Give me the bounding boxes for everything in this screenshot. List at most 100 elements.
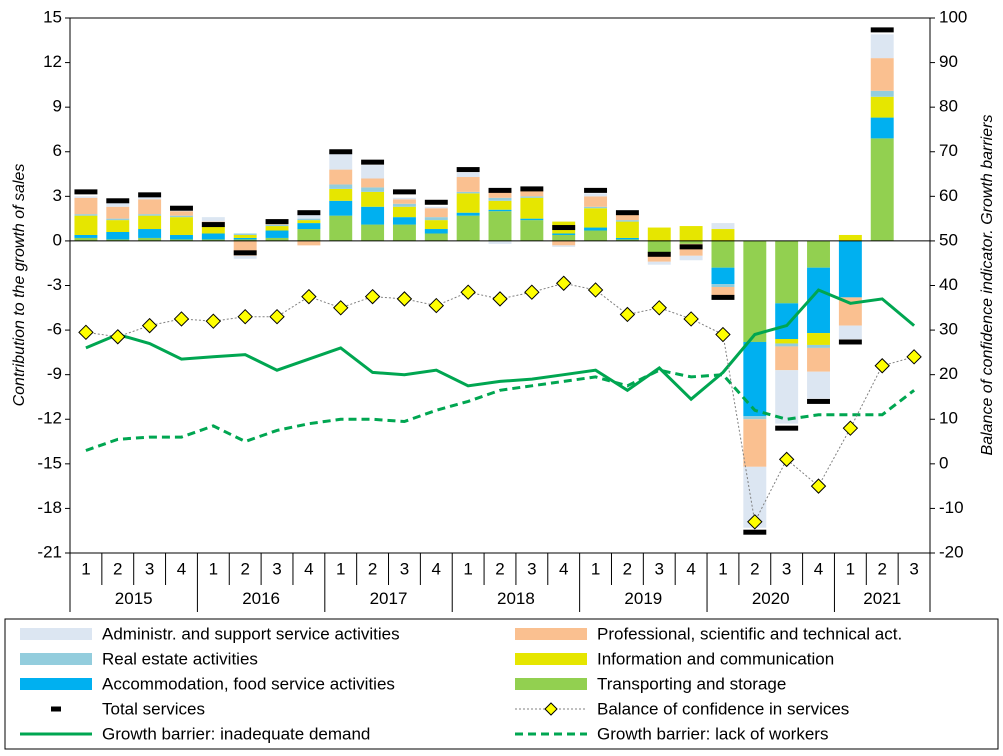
bar-segment [392,199,416,204]
total-marker [233,250,257,256]
x-group-label: 2015 [115,589,153,608]
y2-tick-label: 70 [939,141,958,160]
total-marker [520,186,544,192]
bar-segment [647,240,671,253]
diamond-marker [683,311,699,327]
x-tick-label: 3 [272,559,281,578]
bar-segment [838,234,862,241]
total-marker [138,192,162,198]
y2-tick-label: 10 [939,409,958,428]
bar-segment [138,237,162,241]
legend-label: Administr. and support service activitie… [102,624,400,643]
bar-segment [361,224,385,241]
y-tick-label: 3 [53,186,62,205]
bar-segment [74,197,98,215]
total-marker [807,398,830,404]
bar-segment [392,206,416,218]
bar-segment [488,200,512,210]
bar-segment [424,208,448,218]
legend-label: Growth barrier: lack of workers [597,724,828,743]
bar-segment [329,215,353,241]
bar-segment [838,240,862,298]
total-marker [838,339,862,345]
bar-segment [870,58,894,91]
bar-segment [265,224,289,227]
bar-segment [711,286,735,296]
bar-segment [584,193,608,197]
bar-segment [297,214,321,219]
bar-segment [233,239,257,241]
bar-segment [870,90,894,97]
y-axis-label: Contribution to the growth of sales [11,164,28,407]
x-tick-label: 4 [304,559,313,578]
bar-segment [170,215,193,218]
bar-segment [74,237,98,241]
x-tick-label: 1 [336,559,345,578]
total-marker [265,219,289,225]
bar-segment [743,341,767,417]
diamond-marker [428,297,445,314]
x-tick-label: 3 [527,559,536,578]
diamond-marker [301,288,317,305]
bar-segment [392,203,416,207]
bar-segment [201,226,225,234]
bar-segment [138,214,162,216]
total-marker [743,529,767,535]
total-marker [552,225,576,231]
x-tick-label: 3 [145,559,154,578]
x-tick-label: 4 [559,559,568,578]
total-marker [392,189,416,195]
bar-segment [488,211,512,241]
bar-segment [775,339,799,344]
bar-segment [647,227,671,241]
bar-segment [807,344,830,348]
bar-segment [775,343,799,347]
bar-segment [775,346,799,371]
bar-segment [170,217,193,235]
bar-segment [170,239,193,241]
x-tick-label: 2 [113,559,122,578]
total-marker [74,189,98,195]
y-tick-label: 6 [53,141,62,160]
bar-segment [743,240,767,342]
y-tick-label: -21 [37,542,62,561]
bar-segment [488,209,512,212]
x-tick-label: 1 [209,559,218,578]
bar-segment [106,206,130,219]
bar-segment [775,370,799,424]
diamond-marker [237,309,253,325]
legend-label: Real estate activities [102,649,258,668]
diamond-marker [747,514,763,530]
bar-segment [711,267,735,285]
y2-axis-label: Balance of confidence indicator. Growth … [979,115,996,456]
plot-frame [69,17,931,554]
bar-segment [297,229,321,241]
diamond-marker [619,306,636,323]
total-marker [870,27,894,33]
y-tick-label: -6 [47,320,62,339]
diamond-marker [874,358,890,374]
bar-segment [615,220,639,222]
bar-segment [233,233,257,235]
bar-segment [424,220,448,230]
x-group-label: 2020 [752,589,790,608]
bar-segment [138,215,162,230]
x-tick-label: 2 [750,559,759,578]
bar-segment [361,178,385,188]
total-marker [297,210,321,216]
y-tick-label: -3 [47,275,62,294]
bar-segment [392,224,416,241]
y-tick-label: 9 [53,97,62,116]
legend-label: Growth barrier: inadequate demand [102,724,370,743]
total-marker [170,205,193,211]
bar-segment [361,191,385,207]
y2-tick-label: 20 [939,364,958,383]
bar-segment [106,232,130,240]
legend-label: Balance of confidence in services [597,699,849,718]
bar-segment [838,325,862,339]
y2-tick-label: 40 [939,275,958,294]
bar-segment [711,284,735,287]
x-tick-label: 2 [240,559,249,578]
legend-box [4,618,999,750]
bar-segment [297,240,321,246]
